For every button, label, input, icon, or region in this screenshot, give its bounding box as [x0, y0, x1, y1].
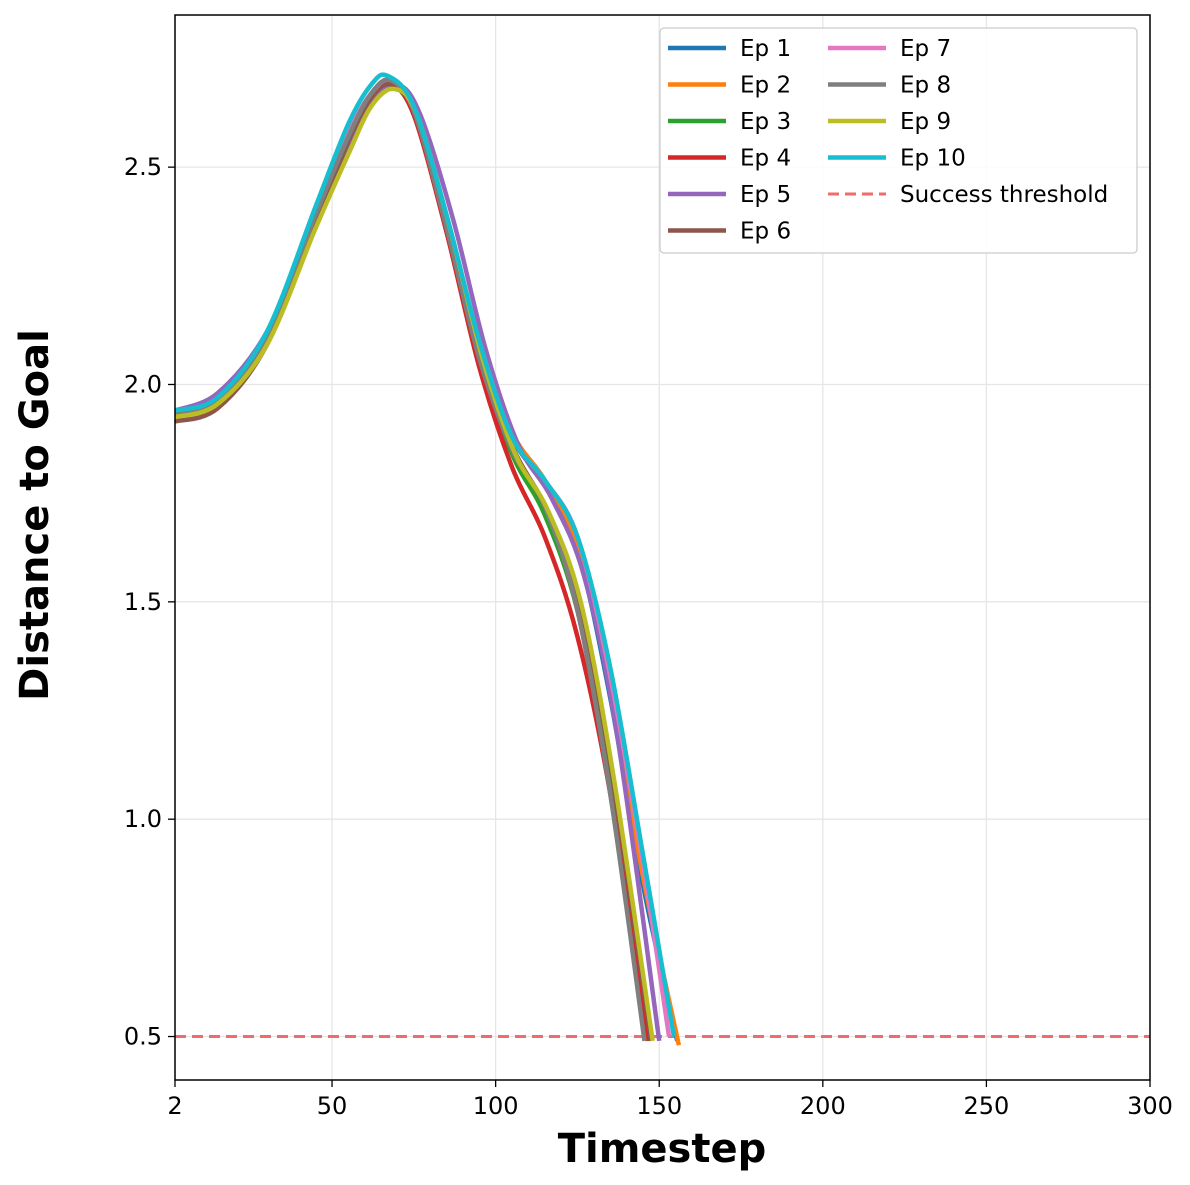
legend-label: Success threshold [900, 182, 1108, 208]
legend-box [659, 27, 1138, 254]
x-axis-ticks: 2 50 100 150 200 250 300 [167, 1080, 1173, 1120]
legend-label: Ep 8 [900, 73, 951, 99]
series-line-ep-10 [175, 72, 677, 1037]
x-tick-label: 250 [964, 1092, 1010, 1120]
legend-label: Ep 5 [740, 182, 791, 208]
legend-label: Ep 2 [740, 73, 791, 99]
legend-label: Ep 9 [900, 109, 951, 135]
legend-label: Ep 7 [900, 36, 951, 62]
y-tick-label: 2.5 [124, 153, 162, 181]
y-tick-label: 2.0 [124, 370, 162, 398]
y-axis-ticks: 0.5 1.0 1.5 2.0 2.5 [124, 153, 175, 1051]
y-axis-title: Distance to Goal [12, 329, 58, 701]
x-tick-label: 100 [473, 1092, 519, 1120]
x-tick-label: 200 [800, 1092, 846, 1120]
x-tick-label: 300 [1127, 1092, 1173, 1120]
y-tick-label: 1.5 [124, 588, 162, 616]
x-tick-label: 2 [167, 1092, 182, 1120]
x-axis-title: Timestep [558, 1126, 767, 1172]
x-tick-label: 50 [317, 1092, 348, 1120]
legend-label: Ep 6 [740, 219, 791, 245]
y-tick-label: 1.0 [124, 805, 162, 833]
x-tick-label: 150 [636, 1092, 682, 1120]
legend-label: Ep 10 [900, 146, 966, 172]
plot-frame [174, 14, 1151, 1081]
series-layer [175, 72, 682, 1046]
legend-label: Ep 4 [740, 146, 791, 172]
legend: Ep 1 Ep 2 Ep 3 Ep 4 Ep 5 Ep 6 Ep 7 Ep 8 Ep 9 Ep 1… [659, 27, 1138, 254]
legend-label: Ep 3 [740, 109, 791, 135]
series-line-ep-8 [175, 77, 647, 1042]
legend-label: Ep 1 [740, 36, 791, 62]
y-tick-label: 0.5 [124, 1023, 162, 1051]
